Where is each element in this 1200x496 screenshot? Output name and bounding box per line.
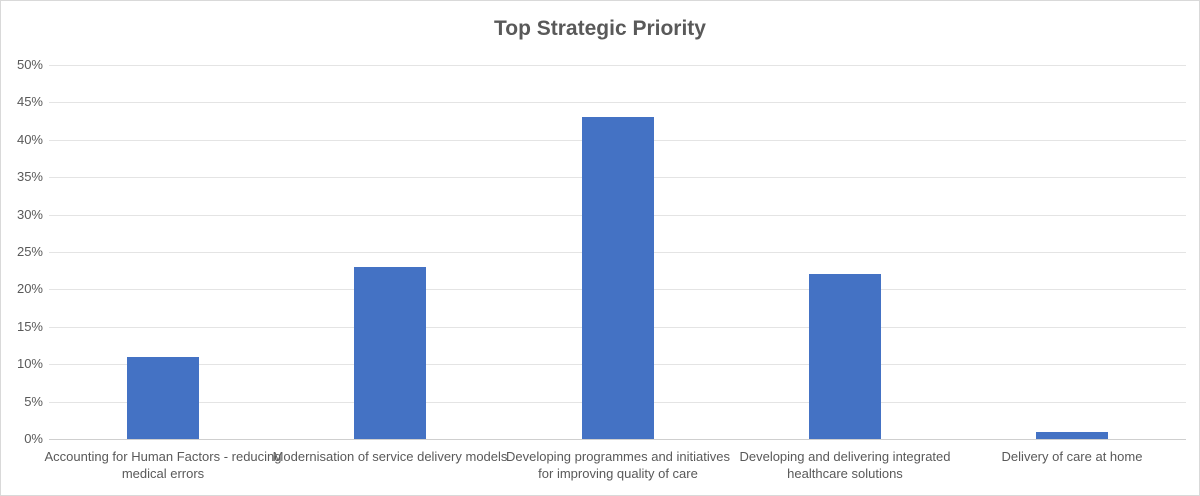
y-tick-label: 10% xyxy=(16,356,43,371)
x-tick-label: Accounting for Human Factors - reducing … xyxy=(44,449,282,481)
gridline xyxy=(49,65,1186,66)
bar xyxy=(127,357,199,439)
y-tick-label: 35% xyxy=(16,169,43,184)
x-axis-line xyxy=(49,439,1186,440)
chart-title: Top Strategic Priority xyxy=(494,17,706,40)
bar xyxy=(1036,432,1108,439)
y-tick-label: 0% xyxy=(24,431,43,446)
bar xyxy=(582,117,654,439)
y-tick-label: 50% xyxy=(16,57,43,72)
y-tick-label: 30% xyxy=(16,207,43,222)
y-tick-label: 25% xyxy=(16,244,43,259)
x-tick-label: Delivery of care at home xyxy=(1001,449,1143,464)
gridline xyxy=(49,102,1186,103)
x-tick-label: Developing and delivering integrated hea… xyxy=(739,449,951,481)
y-tick-label: 45% xyxy=(16,94,43,109)
x-tick-label: Developing programmes and initiatives fo… xyxy=(505,449,730,481)
y-tick-label: 5% xyxy=(24,394,43,409)
y-tick-label: 15% xyxy=(16,319,43,334)
bar xyxy=(354,267,426,439)
y-tick-label: 40% xyxy=(16,132,43,147)
bar xyxy=(809,274,881,439)
x-tick-label: Modernisation of service delivery models xyxy=(272,449,508,464)
y-tick-label: 20% xyxy=(16,281,43,296)
